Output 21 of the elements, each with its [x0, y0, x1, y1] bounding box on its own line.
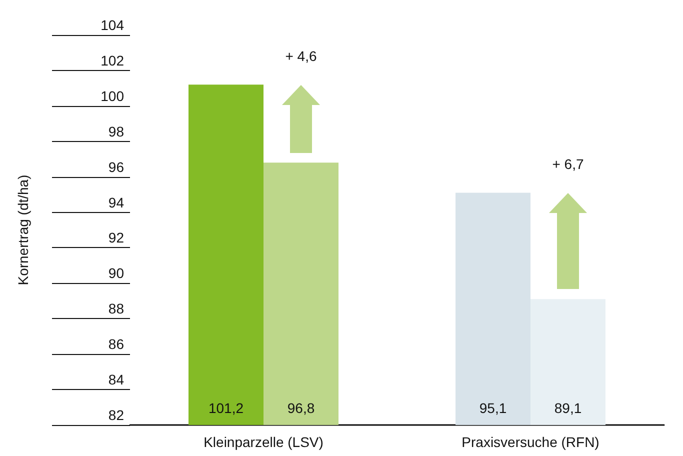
y-tick-label: 100: [100, 88, 124, 104]
data-label: 96,8: [287, 400, 315, 416]
data-label: 89,1: [554, 400, 582, 416]
x-tick-label: Praxisversuche (RFN): [462, 434, 600, 450]
annotation: + 6,7: [551, 156, 585, 172]
y-tick-label: 102: [100, 52, 124, 68]
data-label: 95,1: [479, 400, 507, 416]
y-tick-label: 98: [108, 123, 124, 140]
x-tick-label: Kleinparzelle (LSV): [204, 434, 324, 450]
data-label: 101,2: [208, 400, 244, 416]
y-tick-label: 104: [100, 17, 124, 33]
y-tick-label: 86: [108, 336, 124, 352]
y-tick-label: 96: [108, 158, 124, 175]
y-axis-title: Kornertrag (dt/ha): [15, 174, 31, 286]
y-tick-label: 90: [108, 265, 124, 282]
y-tick-label: 92: [108, 230, 124, 246]
y-tick-label: 82: [108, 407, 124, 423]
y-tick-label: 84: [108, 372, 124, 388]
y-tick-label: 88: [108, 300, 124, 317]
annotation: + 4,6: [284, 48, 318, 64]
y-tick-label: 94: [108, 194, 124, 210]
